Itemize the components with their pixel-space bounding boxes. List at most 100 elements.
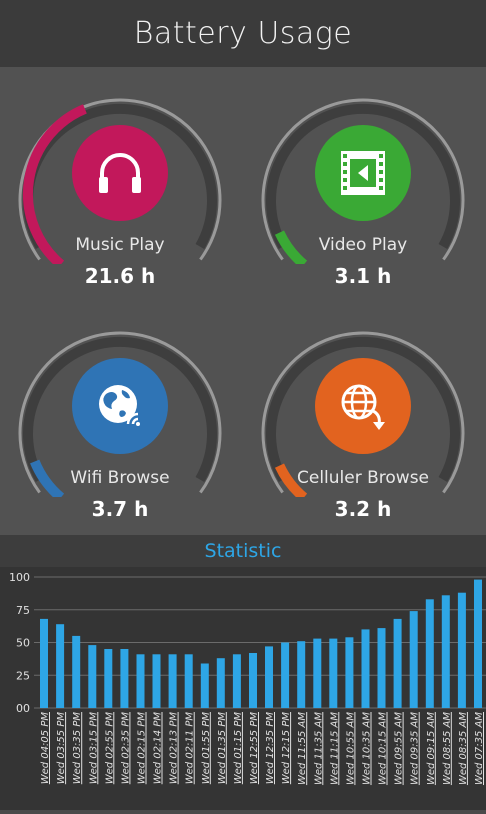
x-tick-label: Wed 08:35 AM [458,712,469,785]
chart-bar[interactable] [56,624,65,708]
x-tick-label: Wed 02:15 PM [137,712,148,785]
gauge-value: 21.6 h [84,264,156,288]
x-tick-label: Wed 11:35 AM [313,712,324,785]
gauge-track-inner [23,336,217,482]
chart-bar[interactable] [136,654,145,708]
chart-bar[interactable] [425,599,434,708]
gauge-value: 3.1 h [334,264,392,288]
gauge-icon-circle [72,358,168,454]
gauge-value: 3.7 h [91,497,149,521]
gauge-track-outer [18,98,222,261]
gauge-label: Video Play [318,235,408,255]
gauge-value: 3.2 h [334,497,392,521]
gauge-video-play[interactable]: Video Play 3.1 h [253,84,473,318]
x-tick-label: Wed 10:15 AM [378,712,389,785]
x-tick-label: Wed 02:14 PM [153,712,164,785]
chart-bar[interactable] [88,645,97,708]
x-tick-label: Wed 02:11 PM [185,712,196,785]
chart-bar[interactable] [40,618,48,708]
chart-bar[interactable] [361,629,370,708]
statistic-bar-chart: 00 25 50 75 100 Wed 04:05 PM Wed 03:55 PM Wed 0… [9,571,486,785]
gauge-arc [18,331,222,497]
chart-bar[interactable] [345,637,354,708]
globe-wifi-icon [99,385,140,426]
chart-bar[interactable] [200,663,209,709]
chart-bar[interactable] [409,611,418,708]
chart-bar[interactable] [72,635,81,708]
gauge-track-inner [266,103,460,249]
x-tick-label: Wed 01:15 PM [233,712,244,785]
gauge-celluler-browse[interactable]: Celluler Browse 3.2 h [253,317,473,551]
gauge-arc [261,98,465,264]
chart-bar[interactable] [168,654,177,708]
app-title: Battery Usage [133,16,353,51]
x-tick-label: Wed 12:35 PM [265,712,276,785]
x-tick-label: Wed 12:55 PM [249,712,260,785]
gauge-label: Celluler Browse [296,468,430,488]
gauge-track-outer [261,98,465,261]
chart-bar[interactable] [281,642,290,709]
chart-bar[interactable] [393,618,402,708]
chart-bar[interactable] [184,654,193,708]
x-tick-label: Wed 10:55 AM [345,712,356,785]
x-tick-label: Wed 07:35 AM [474,712,485,785]
headphones-icon [99,153,141,193]
y-tick-label: 25 [16,669,30,682]
x-tick-label: Wed 02:35 PM [120,712,131,785]
chart-bar[interactable] [152,654,161,708]
app-header: Battery Usage [0,0,486,67]
gauge-label: Wifi Browse [70,468,170,488]
y-tick-label: 00 [16,702,30,715]
chart-bar[interactable] [232,654,241,708]
gauge-arc [18,98,222,264]
chart-bar[interactable] [313,638,322,708]
chart-bar[interactable] [329,638,338,708]
gauge-fill [22,104,87,264]
statistic-header: Statistic [0,535,486,567]
gauge-panel: Music Play 21.6 h Video Play 3.1 h [0,67,486,535]
gauge-track-outer [18,331,222,494]
chart-bar[interactable] [104,649,113,708]
x-tick-label: Wed 09:15 AM [426,712,437,785]
y-tick-label: 100 [9,571,30,584]
x-tick-label: Wed 11:15 AM [329,712,340,785]
statistic-chart-panel: 00 25 50 75 100 Wed 04:05 PM Wed 03:55 PM Wed 0… [0,567,486,810]
x-tick-label: Wed 11:55 AM [297,712,308,785]
y-tick-label: 75 [16,604,30,617]
gauge-label: Music Play [75,235,165,255]
gauge-music-play[interactable]: Music Play 21.6 h [10,84,230,318]
x-tick-label: Wed 10:35 AM [362,712,373,785]
chart-bar[interactable] [120,649,129,708]
gauge-wifi-browse[interactable]: Wifi Browse 3.7 h [10,317,230,551]
gauge-arc [261,331,465,497]
x-tick-label: Wed 03:55 PM [56,712,67,785]
film-icon [341,151,385,195]
chart-bar[interactable] [265,646,273,708]
gauge-track-outer [261,331,465,494]
x-tick-label: Wed 09:35 AM [410,712,421,785]
chart-bar[interactable] [297,641,306,708]
x-tick-label: Wed 01:55 PM [201,712,212,785]
chart-bar[interactable] [377,628,386,708]
x-tick-label: Wed 03:35 PM [72,712,83,785]
x-tick-label: Wed 12:15 PM [281,712,292,785]
gauge-fill [274,463,308,497]
gauge-fill [30,459,65,497]
x-tick-label: Wed 03:15 PM [88,712,99,785]
chart-bar[interactable] [474,579,482,708]
x-tick-label: Wed 09:55 AM [394,712,405,785]
globe-arrow-icon [341,384,385,430]
x-tick-label: Wed 01:35 PM [217,712,228,785]
x-tick-label: Wed 02:13 PM [169,712,180,785]
chart-bar[interactable] [457,592,466,708]
gauge-fill [274,230,308,264]
chart-bar[interactable] [216,658,225,708]
chart-bar[interactable] [249,653,257,708]
y-tick-label: 50 [16,637,30,650]
statistic-title: Statistic [204,540,282,562]
chart-bar[interactable] [441,595,450,708]
gauge-track-inner [266,336,460,482]
gauge-icon-circle [72,125,168,221]
gauge-icon-circle [315,358,411,454]
gauge-icon-circle [315,125,411,221]
